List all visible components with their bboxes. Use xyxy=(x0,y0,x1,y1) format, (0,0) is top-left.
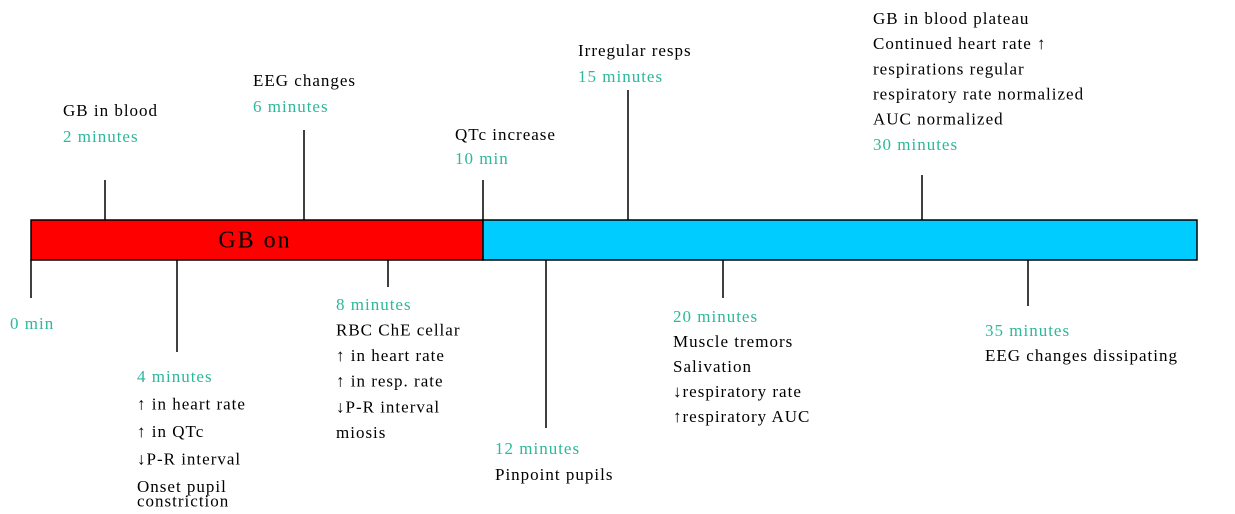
event-text: AUC normalized xyxy=(873,110,1004,129)
event-text: RBC ChE cellar xyxy=(336,321,460,340)
event-text: constriction xyxy=(137,491,229,509)
event-time: 6 minutes xyxy=(253,97,329,116)
event-time: 10 min xyxy=(455,149,509,168)
event-time: 0 min xyxy=(10,314,54,333)
event-text: Muscle tremors xyxy=(673,332,793,351)
event-time: 20 minutes xyxy=(673,307,758,326)
bar-label: GB on xyxy=(218,228,291,254)
event-time: 30 minutes xyxy=(873,135,958,154)
event-text: Irregular resps xyxy=(578,41,692,60)
event-text: GB in blood xyxy=(63,101,158,120)
event-text: respirations regular xyxy=(873,59,1025,78)
event-time: 12 minutes xyxy=(495,439,580,458)
event-time: 2 minutes xyxy=(63,127,139,146)
phase-red xyxy=(30,219,484,261)
event-text: ↑ in heart rate xyxy=(336,346,445,365)
event-text: miosis xyxy=(336,423,386,442)
phase-blue xyxy=(482,219,1198,261)
event-text: ↑ in heart rate xyxy=(137,394,246,413)
event-text: ↑ in resp. rate xyxy=(336,372,444,391)
event-text: QTc increase xyxy=(455,125,556,144)
event-time: 15 minutes xyxy=(578,67,663,86)
event-text: ↓P-R interval xyxy=(336,397,440,416)
event-text: ↑respiratory AUC xyxy=(673,407,810,426)
event-text: Continued heart rate ↑ xyxy=(873,34,1047,53)
event-time: 4 minutes xyxy=(137,367,213,386)
event-text: GB in blood plateau xyxy=(873,9,1029,28)
event-text: Onset pupil xyxy=(137,477,227,496)
event-text: EEG changes xyxy=(253,71,356,90)
event-text: Salivation xyxy=(673,357,752,376)
event-time: 35 minutes xyxy=(985,321,1070,340)
event-time: 8 minutes xyxy=(336,295,412,314)
event-text: respiratory rate normalized xyxy=(873,85,1084,104)
event-text: ↓P-R interval xyxy=(137,449,241,468)
event-text: ↓respiratory rate xyxy=(673,382,802,401)
event-text: Pinpoint pupils xyxy=(495,465,613,484)
event-text: EEG changes dissipating xyxy=(985,346,1178,365)
event-text: ↑ in QTc xyxy=(137,422,204,441)
